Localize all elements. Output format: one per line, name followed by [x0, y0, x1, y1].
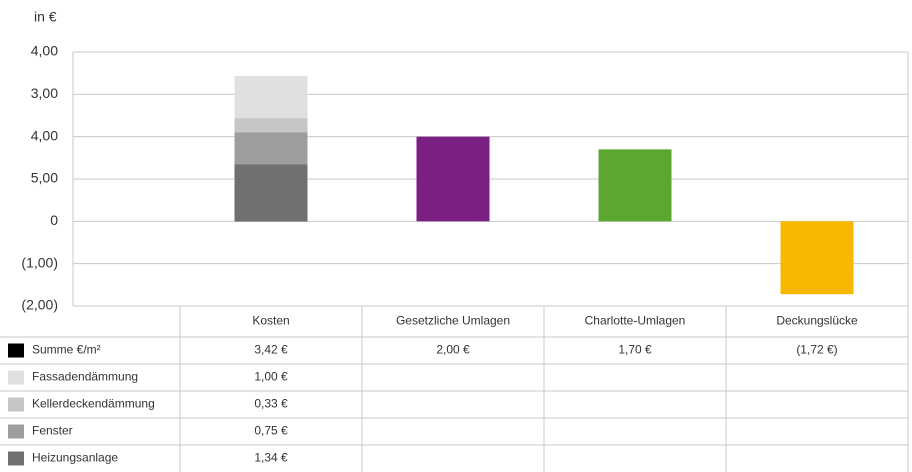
- y-tick-label: 0: [50, 212, 58, 228]
- bar-segment: [234, 118, 308, 133]
- column-header: Gesetzliche Umlagen: [396, 314, 510, 328]
- legend-label: Kellerdeckendämmung: [32, 397, 155, 411]
- legend-swatch: [8, 343, 24, 358]
- legend-label: Fenster: [32, 424, 73, 438]
- bar: [780, 221, 854, 295]
- legend-swatch: [8, 370, 24, 385]
- table-value: 2,00 €: [436, 343, 470, 357]
- table-value: 0,33 €: [254, 397, 288, 411]
- legend-swatch: [8, 397, 24, 412]
- legend-label: Heizungsanlage: [32, 451, 118, 465]
- legend-label: Fassadendämmung: [32, 370, 138, 384]
- bar-segment: [234, 76, 308, 119]
- axis-label: in €: [34, 9, 57, 25]
- column-header: Charlotte-Umlagen: [585, 314, 686, 328]
- table-value: (1,72 €): [796, 343, 837, 357]
- table-value: 1,34 €: [254, 451, 288, 465]
- y-tick-label: 4,00: [31, 127, 58, 143]
- bar-segment: [234, 164, 308, 222]
- legend-swatch: [8, 451, 24, 466]
- column-header: Deckungslücke: [776, 314, 858, 328]
- bar-segment: [234, 132, 308, 165]
- y-tick-label: 3,00: [31, 85, 58, 101]
- column-header: Kosten: [252, 314, 289, 328]
- table-value: 1,70 €: [618, 343, 652, 357]
- bar: [416, 136, 490, 222]
- y-tick-label: (2,00): [21, 297, 58, 313]
- table-value: 3,42 €: [254, 343, 288, 357]
- bar: [598, 149, 672, 222]
- legend-label: Summe €/m²: [32, 343, 101, 357]
- y-tick-label: (1,00): [21, 254, 58, 270]
- y-tick-label: 5,00: [31, 170, 58, 186]
- table-value: 0,75 €: [254, 424, 288, 438]
- legend-swatch: [8, 424, 24, 439]
- y-tick-label: 4,00: [31, 43, 58, 59]
- table-value: 1,00 €: [254, 370, 288, 384]
